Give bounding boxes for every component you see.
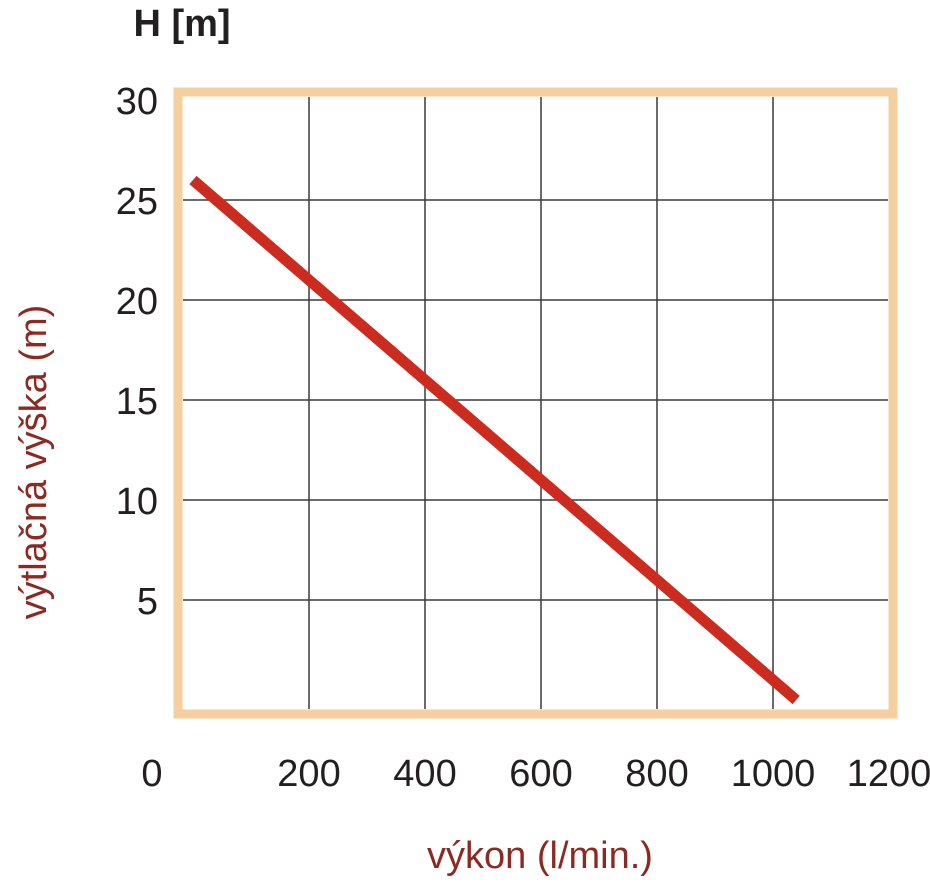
y-tick-label: 15 xyxy=(116,381,158,423)
y-tick-label: 5 xyxy=(137,581,158,623)
y-tick-label: 30 xyxy=(116,81,158,123)
y-tick-label: 25 xyxy=(116,181,158,223)
x-tick-label: 1000 xyxy=(731,753,816,795)
y-tick-label: 10 xyxy=(116,481,158,523)
x-tick-label: 1200 xyxy=(847,753,930,795)
x-tick-label: 400 xyxy=(393,753,456,795)
x-axis-title: výkon (l/min.) xyxy=(427,835,653,877)
y-tick-label: 20 xyxy=(116,281,158,323)
y-unit-label: H [m] xyxy=(133,3,230,45)
data-line xyxy=(189,175,800,705)
x-tick-label: 200 xyxy=(277,753,340,795)
x-tick-label: 0 xyxy=(141,753,162,795)
x-tick-label: 800 xyxy=(625,753,688,795)
plot-frame xyxy=(173,87,898,719)
y-axis-title: výtlačná výška (m) xyxy=(13,305,55,620)
x-tick-label: 600 xyxy=(509,753,572,795)
